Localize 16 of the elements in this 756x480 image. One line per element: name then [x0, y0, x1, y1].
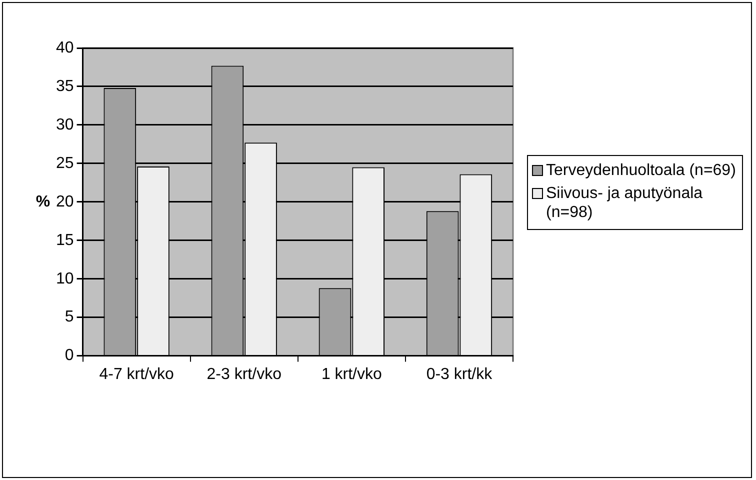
y-tick-label: 20 [56, 193, 74, 210]
y-tick-label: 15 [56, 232, 74, 249]
legend-label: Siivous- ja aputyönala (n=98) [546, 184, 704, 222]
y-tick-label: 10 [56, 270, 74, 288]
x-tick-label: 2-3 krt/vko [206, 366, 282, 383]
x-tick-label: 0-3 krt/kk [426, 366, 494, 383]
x-tick-label: 1 krt/vko [321, 366, 382, 383]
y-tick-label: 25 [56, 154, 74, 172]
y-tick-label: 5 [64, 308, 74, 326]
y-tick-label: 40 [56, 39, 74, 56]
y-tick-label: 0 [64, 347, 74, 364]
y-tick-label: 30 [56, 116, 74, 134]
x-tick-label: 4-7 krt/vko [99, 366, 174, 383]
legend-label: Terveydenhuoltoala (n=69) [546, 161, 736, 180]
y-tick-label: 35 [56, 78, 74, 95]
y-axis-title: % [36, 193, 50, 210]
